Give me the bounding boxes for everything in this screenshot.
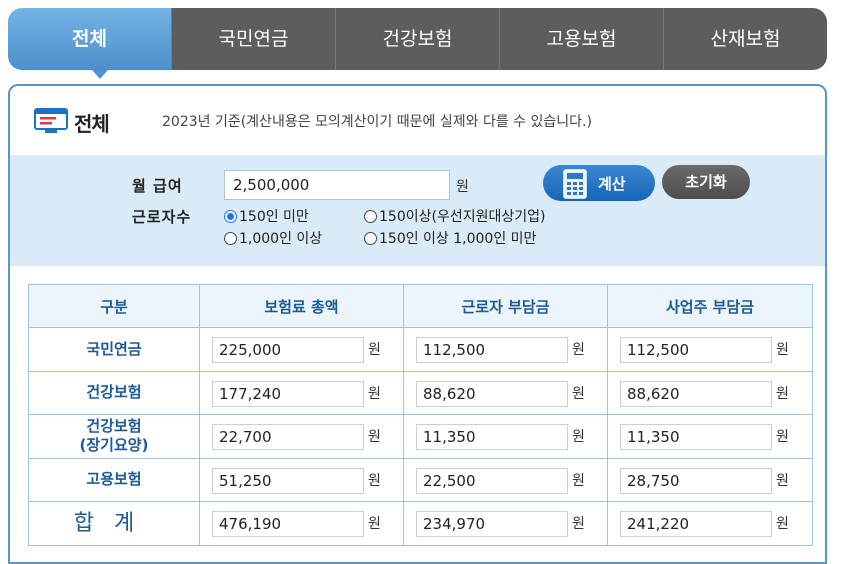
employer-share-field[interactable]	[620, 511, 772, 537]
worker-share-field[interactable]	[416, 337, 568, 363]
calculate-label: 계산	[598, 175, 626, 193]
radio-label: 1,000인 이상	[239, 231, 323, 247]
monitor-icon	[34, 108, 68, 133]
panel-title: 전체	[74, 112, 110, 136]
total-label: 합계	[28, 501, 200, 546]
radio-1000-plus[interactable]: 1,000인 이상	[224, 228, 322, 248]
calculator-panel: 전체 2023년 기준(계산내용은 모의계산이기 때문에 실제와 다를 수 있습…	[8, 84, 827, 564]
total-premium-field[interactable]	[212, 467, 364, 494]
worker-share-field[interactable]	[416, 424, 568, 450]
salary-unit: 원	[456, 179, 469, 195]
workers-label: 근로자수	[132, 208, 192, 226]
tab-industrial-accident-insurance[interactable]: 산재보험	[663, 8, 827, 70]
input-area: 월 급여 원 계산 초기화 근로자수 150인 미만	[10, 155, 825, 266]
total-premium-field[interactable]	[212, 511, 364, 537]
table-row: 건강보험 (장기요양) 원 원 원	[28, 414, 813, 459]
worker-share-field[interactable]	[416, 467, 568, 494]
row-label: 고용보험	[28, 457, 200, 502]
radio-circle	[364, 231, 377, 245]
radio-label: 150이상(우선지원대상기업)	[379, 209, 546, 225]
employer-share-field[interactable]	[620, 467, 772, 494]
basis-note: 2023년 기준(계산내용은 모의계산이기 때문에 실제와 다를 수 있습니다.…	[162, 114, 592, 130]
tab-national-pension[interactable]: 국민연금	[171, 8, 335, 70]
reset-button[interactable]: 초기화	[662, 165, 750, 199]
worker-share-field[interactable]	[416, 380, 568, 407]
table-row: 건강보험 원 원 원	[28, 370, 813, 415]
tab-all[interactable]: 전체	[8, 8, 171, 79]
radio-150-priority[interactable]: 150이상(우선지원대상기업)	[364, 206, 545, 226]
column-header: 근로자 부담금	[403, 284, 608, 328]
calculate-button[interactable]: 계산	[543, 165, 655, 201]
column-header: 사업주 부담금	[607, 284, 813, 328]
row-label: 건강보험	[28, 370, 200, 415]
radio-label: 150인 미만	[239, 209, 309, 225]
row-label: 건강보험 (장기요양)	[28, 414, 200, 459]
employer-share-field[interactable]	[620, 380, 772, 407]
total-premium-field[interactable]	[212, 424, 364, 450]
column-header: 보험료 총액	[199, 284, 404, 328]
tab-bar: 전체 국민연금 건강보험 고용보험 산재보험	[8, 8, 827, 79]
result-table: 구분 보험료 총액 근로자 부담금 사업주 부담금 국민연금 원 원 원 건강보…	[28, 284, 813, 546]
table-row: 국민연금 원 원 원	[28, 327, 813, 372]
worker-share-field[interactable]	[416, 511, 568, 537]
total-premium-field[interactable]	[212, 337, 364, 363]
radio-150-to-1000[interactable]: 150인 이상 1,000인 미만	[364, 228, 536, 248]
employer-share-field[interactable]	[620, 337, 772, 363]
salary-label: 월 급여	[132, 177, 183, 195]
total-premium-field[interactable]	[212, 380, 364, 407]
tab-employment-insurance[interactable]: 고용보험	[499, 8, 663, 70]
employer-share-field[interactable]	[620, 424, 772, 450]
table-row: 고용보험 원 원 원	[28, 457, 813, 502]
row-label: 국민연금	[28, 327, 200, 372]
salary-input[interactable]	[224, 170, 450, 200]
column-header: 구분	[28, 284, 200, 328]
radio-circle	[224, 231, 237, 245]
radio-circle	[224, 209, 237, 223]
table-row-total: 합계 원 원 원	[28, 501, 813, 546]
radio-label: 150인 이상 1,000인 미만	[379, 231, 537, 247]
panel-header: 전체 2023년 기준(계산내용은 모의계산이기 때문에 실제와 다를 수 있습…	[10, 86, 825, 154]
calculator-icon	[563, 169, 587, 199]
radio-under-150[interactable]: 150인 미만	[224, 206, 309, 226]
tab-health-insurance[interactable]: 건강보험	[335, 8, 499, 70]
radio-circle	[364, 209, 377, 223]
table-header-row: 구분 보험료 총액 근로자 부담금 사업주 부담금	[28, 284, 813, 328]
